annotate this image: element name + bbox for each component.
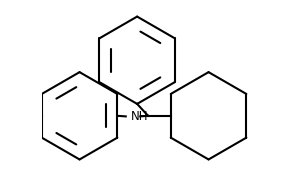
Text: NH: NH: [131, 110, 148, 123]
